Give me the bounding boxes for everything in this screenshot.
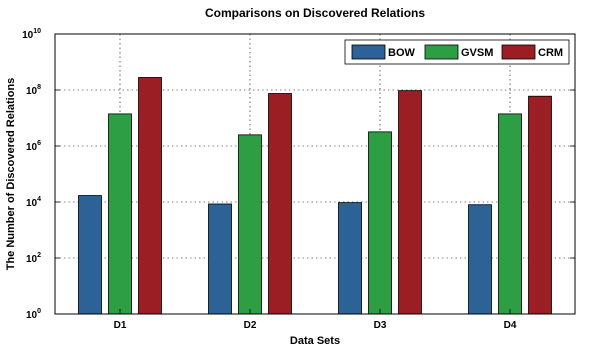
- bar-gvsm-d3: [368, 131, 392, 315]
- bar-crm-d3: [398, 90, 422, 315]
- legend-swatch-bow: [351, 44, 386, 60]
- legend-swatch-crm: [501, 44, 536, 60]
- y-tick-label: 104: [26, 196, 41, 209]
- bar-gvsm-d2: [238, 134, 262, 315]
- bar-crm-d1: [138, 77, 162, 315]
- x-axis-ticks: D1 D2 D3 D4: [114, 309, 517, 331]
- y-tick-label: 108: [26, 84, 41, 97]
- legend: BOW GVSM CRM: [344, 39, 570, 65]
- y-tick-label: 1010: [22, 28, 41, 41]
- y-tick-label: 102: [26, 252, 41, 265]
- y-tick-label: 100: [26, 308, 41, 321]
- bar-bow-d2: [208, 203, 232, 315]
- bars: [78, 77, 552, 315]
- y-axis-ticks: 100 102 104 106 108 1010: [22, 28, 575, 321]
- bar-bow-d3: [338, 202, 362, 315]
- x-tick-label: D2: [244, 320, 257, 331]
- y-tick-label: 106: [26, 140, 41, 153]
- x-tick-label: D3: [374, 320, 387, 331]
- chart-title: Comparisons on Discovered Relations: [205, 6, 425, 20]
- x-axis-label: Data Sets: [290, 335, 340, 347]
- plot-frame: [54, 33, 576, 315]
- legend-swatch-gvsm: [424, 44, 459, 60]
- legend-label-gvsm: GVSM: [461, 47, 493, 59]
- x-tick-label: D1: [114, 320, 127, 331]
- bar-crm-d2: [268, 93, 292, 315]
- legend-label-crm: CRM: [538, 47, 563, 59]
- bar-gvsm-d4: [498, 113, 522, 315]
- x-tick-label: D4: [504, 320, 517, 331]
- bar-bow-d1: [78, 195, 102, 315]
- y-axis-label: The Number of Discovered Relations: [5, 78, 17, 271]
- legend-label-bow: BOW: [388, 47, 416, 59]
- bar-crm-d4: [528, 95, 552, 315]
- bar-bow-d4: [468, 204, 492, 315]
- bar-gvsm-d1: [108, 113, 132, 315]
- plot-area: [54, 33, 576, 315]
